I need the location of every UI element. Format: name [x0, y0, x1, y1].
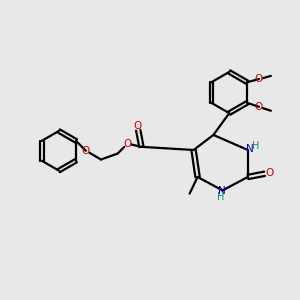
Text: O: O	[123, 139, 132, 149]
Text: N: N	[246, 144, 254, 154]
Text: H: H	[217, 192, 224, 202]
Text: O: O	[82, 146, 90, 156]
Text: O: O	[255, 102, 263, 112]
Text: O: O	[265, 168, 273, 178]
Text: O: O	[255, 74, 263, 84]
Text: N: N	[218, 186, 226, 196]
Text: H: H	[252, 141, 260, 151]
Text: O: O	[134, 121, 142, 131]
